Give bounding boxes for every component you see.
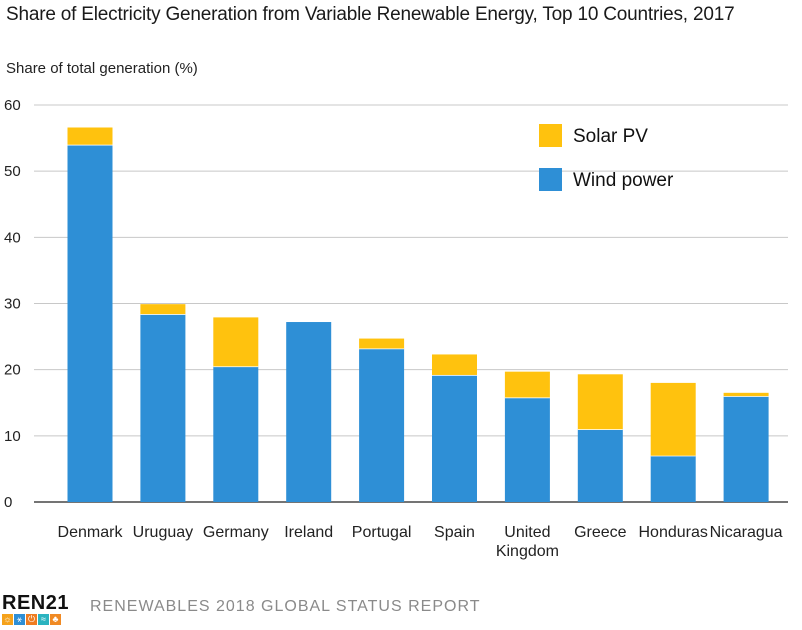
bar-wind	[432, 374, 477, 502]
bar-solar	[577, 374, 623, 430]
footer: REN21 ☼ ⚹ ⏻ ≈ ♣ RENEWABLES 2018 GLOBAL S…	[0, 592, 802, 630]
bar-wind	[213, 366, 259, 502]
legend-label: Solar PV	[573, 126, 648, 147]
y-tick-label: 50	[4, 163, 21, 180]
x-tick-label: Spain	[434, 524, 475, 541]
bar-solar	[650, 382, 696, 456]
bar-solar	[213, 317, 259, 367]
x-tick-label: Denmark	[58, 524, 124, 541]
x-tick-label: Germany	[203, 524, 269, 541]
bar-solar	[359, 338, 405, 349]
power-icon: ⏻	[26, 614, 37, 625]
legend-swatch	[539, 168, 562, 191]
legend-label: Wind power	[573, 170, 674, 191]
bar-wind	[650, 455, 696, 502]
bar-wind	[723, 396, 769, 502]
bar-solar	[432, 354, 477, 375]
x-tick-label: Ireland	[284, 524, 333, 541]
sun-icon: ☼	[2, 614, 13, 625]
ren21-logo: REN21	[2, 592, 69, 614]
y-tick-label: 60	[4, 97, 21, 114]
bar-solar	[723, 392, 769, 397]
water-icon: ≈	[38, 614, 49, 625]
bar-solar	[504, 371, 550, 398]
x-tick-label: Honduras	[639, 524, 708, 541]
bar-wind	[140, 314, 186, 502]
y-tick-label: 40	[4, 229, 21, 246]
report-title: RENEWABLES 2018 GLOBAL STATUS REPORT	[90, 598, 481, 615]
x-tick-label: Uruguay	[133, 524, 193, 541]
wind-icon: ⚹	[14, 614, 25, 625]
x-tick-label: United	[504, 524, 550, 541]
x-tick-label: Kingdom	[496, 543, 559, 560]
bar-wind	[504, 397, 550, 502]
bar-solar	[67, 127, 113, 145]
x-tick-label: Nicaragua	[710, 524, 783, 541]
y-tick-label: 20	[4, 362, 21, 379]
bar-solar	[140, 304, 186, 315]
legend-swatch	[539, 124, 562, 147]
leaf-icon: ♣	[50, 614, 61, 625]
y-tick-label: 10	[4, 428, 21, 445]
bar-chart: 0 10 20 30 40 50 60 Denmark Uruguay Germany Irelan…	[4, 97, 788, 560]
bar-wind	[359, 348, 405, 502]
y-tick-label: 30	[4, 296, 21, 313]
chart-title: Share of Electricity Generation from Var…	[6, 4, 735, 25]
y-axis-label: Share of total generation (%)	[6, 60, 198, 77]
x-tick-label: Greece	[574, 524, 627, 541]
bar-wind	[577, 429, 623, 502]
bar-wind	[67, 144, 113, 502]
bar-wind	[286, 322, 332, 502]
x-tick-label: Portugal	[352, 524, 412, 541]
y-tick-label: 0	[4, 494, 12, 511]
logo-icon-strip: ☼ ⚹ ⏻ ≈ ♣	[2, 614, 61, 625]
